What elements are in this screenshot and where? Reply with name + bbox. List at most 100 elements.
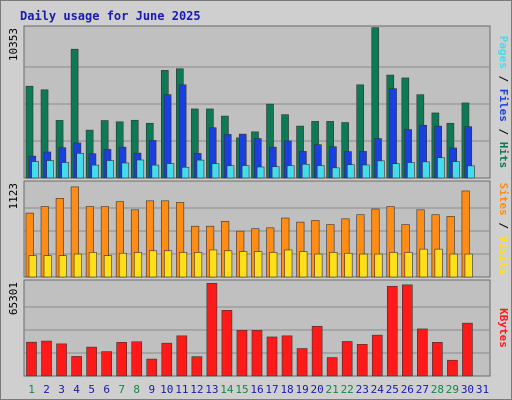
bar-sites-day-17: [269, 252, 278, 278]
bar-sites-day-9: [148, 250, 158, 278]
day-label: 28: [431, 383, 444, 396]
day-label: 8: [133, 383, 140, 396]
legend-pages: Pages: [497, 36, 510, 69]
legend-separator: /: [497, 69, 510, 89]
bar-sites-day-13: [209, 249, 218, 278]
bar-sites-day-8: [133, 252, 143, 278]
legend-hits: Hits: [497, 142, 510, 169]
bar-kbytes-day-26: [402, 284, 413, 377]
bar-sites-day-7: [118, 252, 127, 278]
bar-kbytes-day-17: [266, 336, 278, 377]
bar-pages-day-28: [437, 157, 445, 179]
bar-sites-day-18: [284, 249, 293, 278]
day-label: 31: [476, 383, 489, 396]
day-label: 14: [220, 383, 234, 396]
day-label: 27: [416, 383, 429, 396]
bar-kbytes-day-13: [206, 282, 218, 377]
bar-kbytes-day-27: [417, 328, 428, 377]
panel-visits-sites: [23, 180, 491, 278]
bar-kbytes-day-21: [326, 357, 338, 377]
bar-kbytes-day-4: [71, 356, 82, 377]
bar-sites-day-6: [103, 255, 112, 278]
day-label: 21: [326, 383, 339, 396]
legend-labels: Pages / Files / Hits Sites / Visits KBytes: [497, 36, 510, 348]
bar-pages-day-27: [422, 161, 430, 179]
day-label: 7: [118, 383, 125, 396]
bar-pages-day-9: [151, 164, 160, 179]
bar-sites-day-21: [329, 252, 338, 278]
bar-pages-day-20: [316, 165, 325, 179]
day-label: 24: [371, 383, 385, 396]
bar-pages-day-18: [286, 165, 295, 179]
bar-pages-day-13: [211, 163, 220, 179]
bar-kbytes-day-8: [131, 341, 143, 377]
bar-pages-day-26: [407, 162, 415, 179]
bar-kbytes-day-3: [56, 343, 67, 377]
bar-pages-day-24: [377, 160, 385, 179]
day-axis: 1 2 3 4 5 6 7 8 9 10 11 12 13 14 15 16 17 18 19 20 21 22 23 24 2…: [28, 383, 489, 396]
bar-pages-day-23: [362, 164, 370, 179]
bar-kbytes-day-16: [251, 330, 263, 377]
bar-sites-day-3: [58, 255, 67, 278]
bar-kbytes-day-1: [26, 341, 37, 377]
series-legend-label: Pages / Files / Hits: [497, 36, 510, 169]
bar-sites-day-1: [28, 255, 37, 278]
day-label: 1: [28, 383, 35, 396]
scale-max-label-kbytes: 65301: [7, 282, 20, 315]
bar-kbytes-day-14: [221, 310, 233, 377]
bar-pages-day-16: [256, 166, 265, 179]
bar-pages-day-7: [121, 162, 130, 179]
panel-kbytes: [23, 279, 491, 377]
legend-kbytes: KBytes: [497, 308, 510, 348]
day-label: 16: [250, 383, 263, 396]
day-label: 2: [43, 383, 50, 396]
bar-sites-day-12: [194, 252, 203, 278]
bar-kbytes-day-5: [86, 346, 97, 377]
panel-hits-files-pages: [23, 25, 491, 179]
bar-kbytes-day-24: [371, 334, 383, 377]
bar-pages-day-1: [31, 161, 39, 179]
legend-sites: Sites: [497, 183, 510, 216]
bar-pages-day-17: [271, 166, 280, 179]
bar-pages-day-22: [346, 164, 355, 179]
scale-max-label-visits-sites: 1123: [7, 183, 20, 210]
bar-pages-day-11: [181, 166, 190, 179]
day-label: 29: [446, 383, 459, 396]
bar-pages-day-8: [136, 159, 145, 179]
bar-kbytes-day-19: [296, 348, 308, 377]
bar-sites-day-25: [389, 252, 398, 278]
bar-kbytes-day-30: [462, 322, 473, 377]
day-label: 25: [386, 383, 399, 396]
bar-sites-day-2: [43, 255, 52, 278]
bar-files-day-11: [178, 84, 187, 179]
bar-kbytes-day-28: [432, 342, 443, 377]
bar-pages-day-30: [467, 165, 475, 179]
bar-kbytes-day-20: [311, 325, 323, 377]
bar-kbytes-day-2: [41, 340, 52, 377]
bar-sites-day-4: [73, 253, 82, 278]
legend-separator: /: [497, 122, 510, 142]
bar-sites-day-28: [434, 248, 443, 278]
day-label: 23: [356, 383, 369, 396]
bar-kbytes-day-22: [341, 341, 353, 377]
bar-sites-day-14: [224, 250, 233, 278]
day-label: 13: [205, 383, 218, 396]
bar-pages-day-25: [392, 163, 400, 179]
day-label: 9: [148, 383, 155, 396]
bar-pages-day-10: [166, 163, 175, 179]
day-label: 12: [190, 383, 203, 396]
bar-pages-day-2: [46, 160, 54, 179]
day-label: 17: [265, 383, 278, 396]
legend-separator: /: [497, 216, 510, 236]
bar-sites-day-22: [344, 252, 353, 278]
bar-sites-day-11: [179, 252, 188, 278]
bar-sites-day-26: [404, 252, 413, 278]
bar-pages-day-5: [91, 164, 100, 179]
day-label: 10: [160, 383, 173, 396]
bar-kbytes-day-18: [281, 335, 293, 377]
series-legend-label: KBytes: [497, 308, 510, 348]
bar-pages-day-15: [241, 165, 250, 179]
day-label: 26: [401, 383, 414, 396]
bar-kbytes-day-29: [447, 359, 458, 377]
